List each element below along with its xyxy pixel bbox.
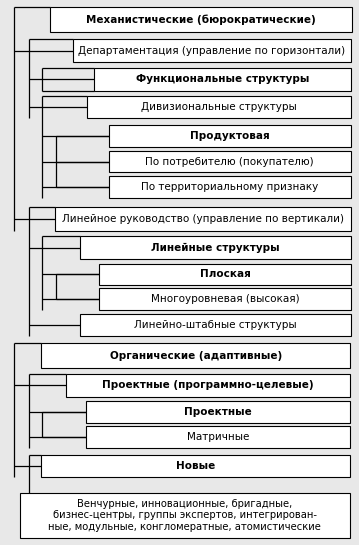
- FancyBboxPatch shape: [20, 493, 350, 537]
- Text: Механистические (бюрократические): Механистические (бюрократические): [86, 15, 316, 25]
- FancyBboxPatch shape: [108, 177, 351, 198]
- Text: Многоуровневая (высокая): Многоуровневая (высокая): [151, 294, 299, 304]
- FancyBboxPatch shape: [94, 68, 351, 90]
- FancyBboxPatch shape: [108, 125, 351, 147]
- Text: Проектные: Проектные: [184, 407, 252, 417]
- FancyBboxPatch shape: [86, 401, 350, 423]
- FancyBboxPatch shape: [50, 8, 352, 32]
- Text: Продуктовая: Продуктовая: [190, 131, 270, 141]
- Text: Проектные (программно-целевые): Проектные (программно-целевые): [102, 380, 314, 390]
- FancyBboxPatch shape: [99, 288, 351, 310]
- FancyBboxPatch shape: [55, 207, 351, 231]
- Text: Венчурные, инновационные, бригадные,
бизнес-центры, группы экспертов, интегриров: Венчурные, инновационные, бригадные, биз…: [48, 499, 321, 532]
- Text: По потребителю (покупателю): По потребителю (покупателю): [145, 156, 314, 167]
- FancyBboxPatch shape: [80, 313, 351, 336]
- FancyBboxPatch shape: [86, 426, 350, 448]
- Text: Линейные структуры: Линейные структуры: [151, 243, 280, 253]
- Text: Органические (адаптивные): Органические (адаптивные): [109, 351, 282, 361]
- Text: Плоская: Плоская: [200, 269, 251, 280]
- Text: Функциональные структуры: Функциональные структуры: [136, 74, 309, 84]
- FancyBboxPatch shape: [66, 374, 350, 397]
- Text: Новые: Новые: [176, 461, 215, 471]
- Text: Департаментация (управление по горизонтали): Департаментация (управление по горизонта…: [78, 46, 345, 56]
- Text: По территориальному признаку: По территориальному признаку: [141, 182, 318, 192]
- FancyBboxPatch shape: [41, 455, 350, 477]
- Text: Линейное руководство (управление по вертикали): Линейное руководство (управление по верт…: [62, 214, 344, 224]
- FancyBboxPatch shape: [87, 95, 351, 118]
- FancyBboxPatch shape: [41, 343, 350, 368]
- FancyBboxPatch shape: [73, 39, 351, 63]
- Text: Матричные: Матричные: [187, 432, 249, 442]
- FancyBboxPatch shape: [99, 264, 351, 286]
- FancyBboxPatch shape: [80, 237, 351, 259]
- FancyBboxPatch shape: [108, 150, 351, 172]
- Text: Линейно-штабные структуры: Линейно-штабные структуры: [134, 320, 297, 330]
- Text: Дивизиональные структуры: Дивизиональные структуры: [141, 102, 297, 112]
